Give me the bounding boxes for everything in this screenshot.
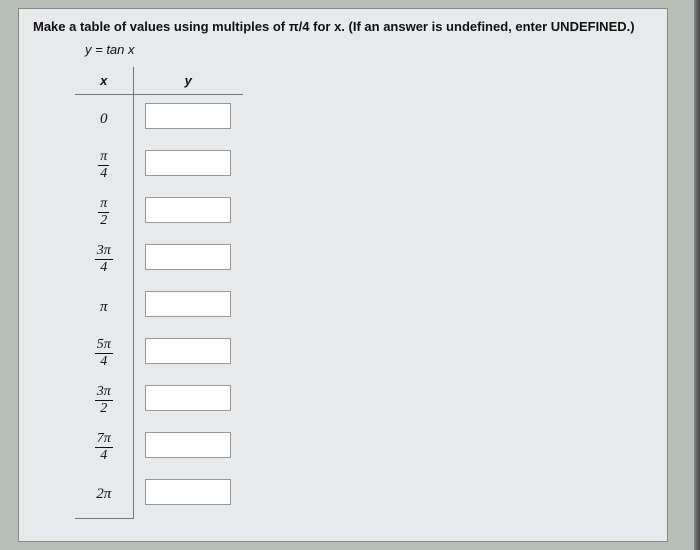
y-cell xyxy=(133,424,243,471)
answer-input[interactable] xyxy=(145,291,231,317)
y-cell xyxy=(133,330,243,377)
x-value: 2π xyxy=(75,471,133,518)
y-cell xyxy=(133,189,243,236)
x-value: 3π2 xyxy=(75,377,133,424)
table-row: 7π4 xyxy=(75,424,243,471)
equation-text: y = tan x xyxy=(85,42,653,57)
table-row: 5π4 xyxy=(75,330,243,377)
question-panel: Make a table of values using multiples o… xyxy=(18,8,668,542)
answer-input[interactable] xyxy=(145,338,231,364)
answer-input[interactable] xyxy=(145,385,231,411)
x-value: π4 xyxy=(75,142,133,189)
table-row: π xyxy=(75,283,243,330)
table-row: 3π2 xyxy=(75,377,243,424)
instruction-text: Make a table of values using multiples o… xyxy=(33,19,653,34)
y-cell xyxy=(133,236,243,283)
table-row: 2π xyxy=(75,471,243,518)
answer-input[interactable] xyxy=(145,479,231,505)
table-row: π2 xyxy=(75,189,243,236)
screen-edge xyxy=(694,0,700,550)
header-x: x xyxy=(75,67,133,95)
x-value: π xyxy=(75,283,133,330)
x-value: 7π4 xyxy=(75,424,133,471)
answer-input[interactable] xyxy=(145,103,231,129)
answer-input[interactable] xyxy=(145,244,231,270)
answer-input[interactable] xyxy=(145,150,231,176)
table-row: π4 xyxy=(75,142,243,189)
x-value: 3π4 xyxy=(75,236,133,283)
values-table: x y 0 π4 π2 3π4 π 5π4 3π2 xyxy=(75,67,243,519)
header-y: y xyxy=(133,67,243,95)
y-cell xyxy=(133,377,243,424)
y-cell xyxy=(133,283,243,330)
y-cell xyxy=(133,142,243,189)
x-value: 5π4 xyxy=(75,330,133,377)
x-value: 0 xyxy=(75,95,133,143)
table-row: 0 xyxy=(75,95,243,143)
y-cell xyxy=(133,471,243,518)
answer-input[interactable] xyxy=(145,197,231,223)
answer-input[interactable] xyxy=(145,432,231,458)
table-row: 3π4 xyxy=(75,236,243,283)
y-cell xyxy=(133,95,243,143)
x-value: π2 xyxy=(75,189,133,236)
